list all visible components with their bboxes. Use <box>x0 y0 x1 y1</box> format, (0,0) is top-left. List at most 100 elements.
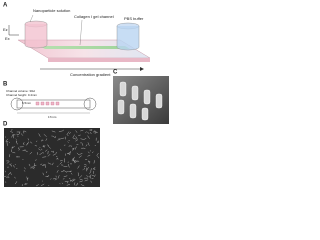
fiber <box>9 163 12 166</box>
fiber <box>84 164 87 166</box>
fiber <box>83 147 86 149</box>
panel-label: D <box>3 122 8 128</box>
fiber <box>88 160 90 164</box>
fiber <box>94 131 98 133</box>
panel-label: A <box>3 3 8 9</box>
annotation: Channel volume: 30ul <box>6 89 35 93</box>
fiber <box>51 150 54 153</box>
fiber <box>43 134 47 137</box>
fiber <box>71 157 74 161</box>
fiber <box>97 156 100 159</box>
fiber <box>57 175 60 179</box>
fiber <box>47 154 51 157</box>
fiber <box>77 172 79 177</box>
fiber <box>85 131 87 133</box>
fiber <box>20 133 24 136</box>
annotation: Concentration gradient <box>70 72 111 77</box>
fiber <box>72 158 75 162</box>
fiber <box>69 179 74 182</box>
fiber <box>46 171 48 174</box>
fiber <box>61 129 65 132</box>
fiber <box>24 150 28 152</box>
channel <box>16 99 91 109</box>
arrow-head <box>140 67 144 71</box>
fiber <box>87 142 90 146</box>
fiber <box>9 154 11 158</box>
fibers <box>3 129 100 187</box>
fiber <box>35 184 39 187</box>
fiber <box>67 134 69 136</box>
fiber <box>76 152 80 156</box>
fiber <box>14 176 16 179</box>
fiber <box>15 181 18 185</box>
fiber <box>85 144 88 147</box>
panel-label: C <box>113 70 118 76</box>
dimension: 6.5mm <box>22 101 32 105</box>
leader <box>29 14 34 23</box>
fiber <box>72 147 75 151</box>
fiber <box>81 142 84 146</box>
fiber <box>24 183 28 185</box>
leader <box>79 19 83 46</box>
fiber <box>15 138 17 140</box>
annotation: Collagen I gel channel <box>74 14 114 19</box>
fiber <box>11 146 15 149</box>
fiber <box>42 156 47 158</box>
fiber <box>59 183 61 185</box>
fiber <box>74 160 78 164</box>
fiber <box>91 174 95 177</box>
fiber <box>10 131 13 133</box>
fiber <box>80 129 84 132</box>
fiber <box>29 151 33 155</box>
fiber <box>33 163 35 167</box>
fiber <box>70 180 72 182</box>
fiber <box>75 146 77 150</box>
fiber <box>56 165 59 167</box>
fiber <box>44 149 48 152</box>
fiber <box>35 159 37 161</box>
fiber <box>21 184 23 187</box>
fiber <box>90 180 92 183</box>
fiber <box>12 146 14 149</box>
reservoir-right <box>116 26 140 51</box>
fiber <box>82 169 84 171</box>
fiber <box>71 180 74 182</box>
fiber <box>32 166 36 168</box>
fiber <box>51 130 56 133</box>
fiber <box>79 178 84 181</box>
fiber <box>67 141 69 143</box>
annotation: Channel height: 0.4mm <box>6 93 38 97</box>
fiber <box>63 169 67 173</box>
fiber <box>75 139 79 142</box>
fiber <box>97 141 99 143</box>
port <box>83 97 97 111</box>
fiber <box>40 163 43 166</box>
fiber <box>87 131 90 134</box>
fiber <box>12 152 14 153</box>
fiber <box>5 138 9 142</box>
port <box>10 97 24 111</box>
fiber <box>24 183 27 185</box>
fiber <box>92 130 96 133</box>
fiber <box>65 171 68 173</box>
panel-label: B <box>3 82 8 88</box>
fiber <box>29 141 33 144</box>
fiber <box>10 163 12 165</box>
fiber <box>23 130 27 133</box>
reservoir-left <box>24 24 48 49</box>
fiber <box>28 163 31 167</box>
fiber <box>90 132 92 135</box>
fiber <box>80 184 85 187</box>
device-posts <box>117 81 163 121</box>
fiber <box>10 135 14 138</box>
gel-channel <box>40 46 130 49</box>
fiber <box>92 166 96 170</box>
fiber <box>23 170 26 172</box>
fiber <box>40 183 45 187</box>
fiber <box>58 138 60 140</box>
fiber <box>52 162 54 166</box>
fiber <box>36 140 38 143</box>
fiber <box>41 180 43 182</box>
fiber <box>3 175 7 178</box>
fiber <box>66 131 70 135</box>
